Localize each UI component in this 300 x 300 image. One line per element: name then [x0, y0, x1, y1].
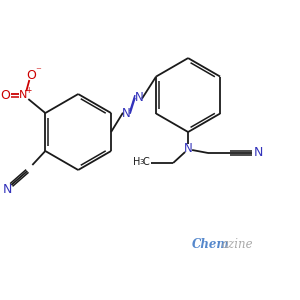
Text: N: N [184, 142, 193, 154]
Text: N: N [3, 184, 12, 196]
Text: Chem: Chem [192, 238, 230, 251]
Text: C: C [143, 157, 149, 167]
Text: H: H [134, 157, 141, 167]
Text: azine: azine [222, 238, 254, 251]
Text: O: O [26, 69, 36, 82]
Text: 3: 3 [140, 159, 144, 165]
Text: +: + [25, 85, 32, 94]
Text: N: N [19, 90, 28, 100]
Text: O: O [0, 88, 10, 101]
Text: N: N [135, 91, 143, 103]
Text: N: N [122, 107, 130, 120]
Text: N: N [253, 146, 263, 160]
Text: ⁻: ⁻ [35, 66, 41, 76]
